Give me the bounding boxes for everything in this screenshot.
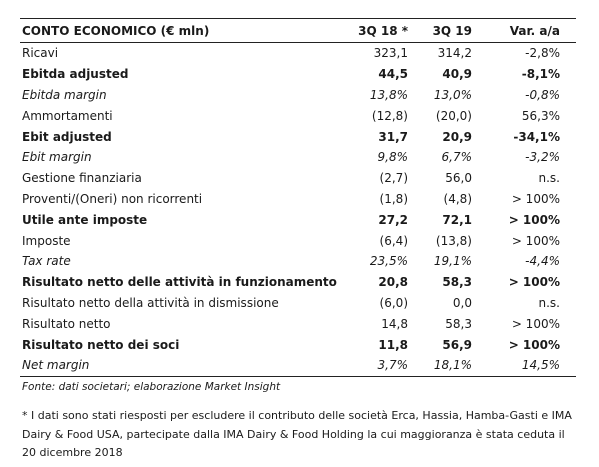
value-var: > 100% — [511, 233, 560, 248]
table-body: Ricavi 323,1 314,2 -2,8% Ebitda adjusted 44,5… — [20, 43, 576, 377]
value-3q19: (4,8) — [443, 191, 472, 206]
value-3q18: 20,8 — [378, 275, 408, 290]
value-var: > 100% — [508, 275, 560, 290]
table-row: Net margin 3,7% 18,1% 14,5% — [20, 354, 576, 377]
row-label: Ammortamenti — [22, 108, 113, 123]
value-var: n.s. — [538, 171, 561, 186]
table-row: Ebit adjusted 31,7 20,9 -34,1% — [20, 126, 576, 147]
header-label: CONTO ECONOMICO (€ mln) — [20, 18, 321, 43]
value-var: -8,1% — [521, 67, 560, 82]
value-3q18: 31,7 — [378, 129, 408, 144]
row-label: Ebitda adjusted — [22, 67, 129, 82]
value-3q18: (6,0) — [379, 295, 408, 310]
source-note: Fonte: dati societari; elaborazione Mark… — [22, 381, 281, 393]
value-3q19: 13,0% — [433, 87, 472, 102]
table-row: Utile ante imposte 27,2 72,1 > 100% — [20, 209, 576, 230]
value-3q18: 3,7% — [321, 354, 412, 377]
table-row: Ricavi 323,1 314,2 -2,8% — [20, 43, 576, 64]
table-row: Ammortamenti (12,8) (20,0) 56,3% — [20, 105, 576, 126]
row-label: Utile ante imposte — [22, 212, 148, 227]
table-row: Tax rate 23,5% 19,1% -4,4% — [20, 251, 576, 272]
value-var: 56,3% — [521, 108, 560, 123]
footnote: * I dati sono stati riesposti per esclud… — [22, 409, 572, 459]
table-row: Gestione finanziaria (2,7) 56,0 n.s. — [20, 168, 576, 189]
value-3q19: 56,9 — [442, 337, 472, 352]
table-row: Imposte (6,4) (13,8) > 100% — [20, 230, 576, 251]
row-label: Proventi/(Oneri) non ricorrenti — [22, 191, 203, 206]
row-label: Imposte — [22, 233, 71, 248]
row-label: Ebit margin — [22, 150, 92, 165]
value-3q18: (12,8) — [371, 108, 408, 123]
income-statement-table: CONTO ECONOMICO (€ mln) 3Q 18 * 3Q 19 Va… — [20, 18, 576, 377]
value-3q19: 19,1% — [433, 254, 472, 269]
value-3q19: 18,1% — [412, 354, 476, 377]
table-row: Ebitda adjusted 44,5 40,9 -8,1% — [20, 64, 576, 85]
row-label: Ricavi — [22, 46, 59, 61]
row-label: Net margin — [20, 354, 321, 377]
value-var: -0,8% — [525, 87, 560, 102]
income-statement: CONTO ECONOMICO (€ mln) 3Q 18 * 3Q 19 Va… — [20, 18, 576, 377]
table-row: Ebitda margin 13,8% 13,0% -0,8% — [20, 85, 576, 106]
row-label: Ebit adjusted — [22, 129, 112, 144]
header-var: Var. a/a — [476, 18, 576, 43]
value-3q18: 11,8 — [378, 337, 408, 352]
value-3q18: (6,4) — [379, 233, 408, 248]
value-var: 14,5% — [476, 354, 576, 377]
value-3q19: 58,3 — [445, 316, 472, 331]
row-label: Ebitda margin — [22, 87, 107, 102]
value-var: > 100% — [511, 191, 560, 206]
value-3q19: 72,1 — [442, 212, 472, 227]
value-3q19: (13,8) — [435, 233, 472, 248]
value-3q18: (1,8) — [379, 191, 408, 206]
value-3q19: 0,0 — [452, 295, 472, 310]
value-3q19: 58,3 — [442, 275, 472, 290]
value-3q18: 9,8% — [377, 150, 409, 165]
value-3q18: 323,1 — [373, 46, 408, 61]
value-3q19: 56,0 — [445, 171, 472, 186]
value-3q19: 314,2 — [437, 46, 472, 61]
value-var: > 100% — [511, 316, 560, 331]
table-row: Ebit margin 9,8% 6,7% -3,2% — [20, 147, 576, 168]
value-3q18: 14,8 — [381, 316, 408, 331]
table-row: Risultato netto delle attività in funzio… — [20, 272, 576, 293]
table-header-row: CONTO ECONOMICO (€ mln) 3Q 18 * 3Q 19 Va… — [20, 18, 576, 43]
table-row: Risultato netto della attività in dismis… — [20, 293, 576, 314]
header-3q18: 3Q 18 * — [321, 18, 412, 43]
value-3q18: 23,5% — [369, 254, 408, 269]
row-label: Risultato netto dei soci — [22, 337, 180, 352]
value-3q18: (2,7) — [379, 171, 408, 186]
value-var: -2,8% — [525, 46, 560, 61]
value-3q19: (20,0) — [435, 108, 472, 123]
table-row: Risultato netto 14,8 58,3 > 100% — [20, 313, 576, 334]
value-var: -4,4% — [525, 254, 560, 269]
value-var: n.s. — [538, 295, 561, 310]
row-label: Gestione finanziaria — [22, 171, 142, 186]
value-3q18: 27,2 — [378, 212, 408, 227]
value-3q19: 6,7% — [441, 150, 473, 165]
value-var: > 100% — [508, 337, 560, 352]
value-3q18: 13,8% — [369, 87, 408, 102]
header-3q19: 3Q 19 — [412, 18, 476, 43]
table-row: Proventi/(Oneri) non ricorrenti (1,8) (4,8… — [20, 189, 576, 210]
value-3q19: 40,9 — [442, 67, 472, 82]
row-label: Risultato netto delle attività in funzio… — [22, 275, 337, 290]
value-3q18: 44,5 — [378, 67, 408, 82]
table-row: Risultato netto dei soci 11,8 56,9 > 100% — [20, 334, 576, 355]
value-var: -34,1% — [513, 129, 560, 144]
row-label: Tax rate — [22, 254, 71, 269]
row-label: Risultato netto — [22, 316, 111, 331]
value-var: -3,2% — [525, 150, 560, 165]
row-label: Risultato netto della attività in dismis… — [22, 295, 279, 310]
value-3q19: 20,9 — [442, 129, 472, 144]
value-var: > 100% — [508, 212, 560, 227]
